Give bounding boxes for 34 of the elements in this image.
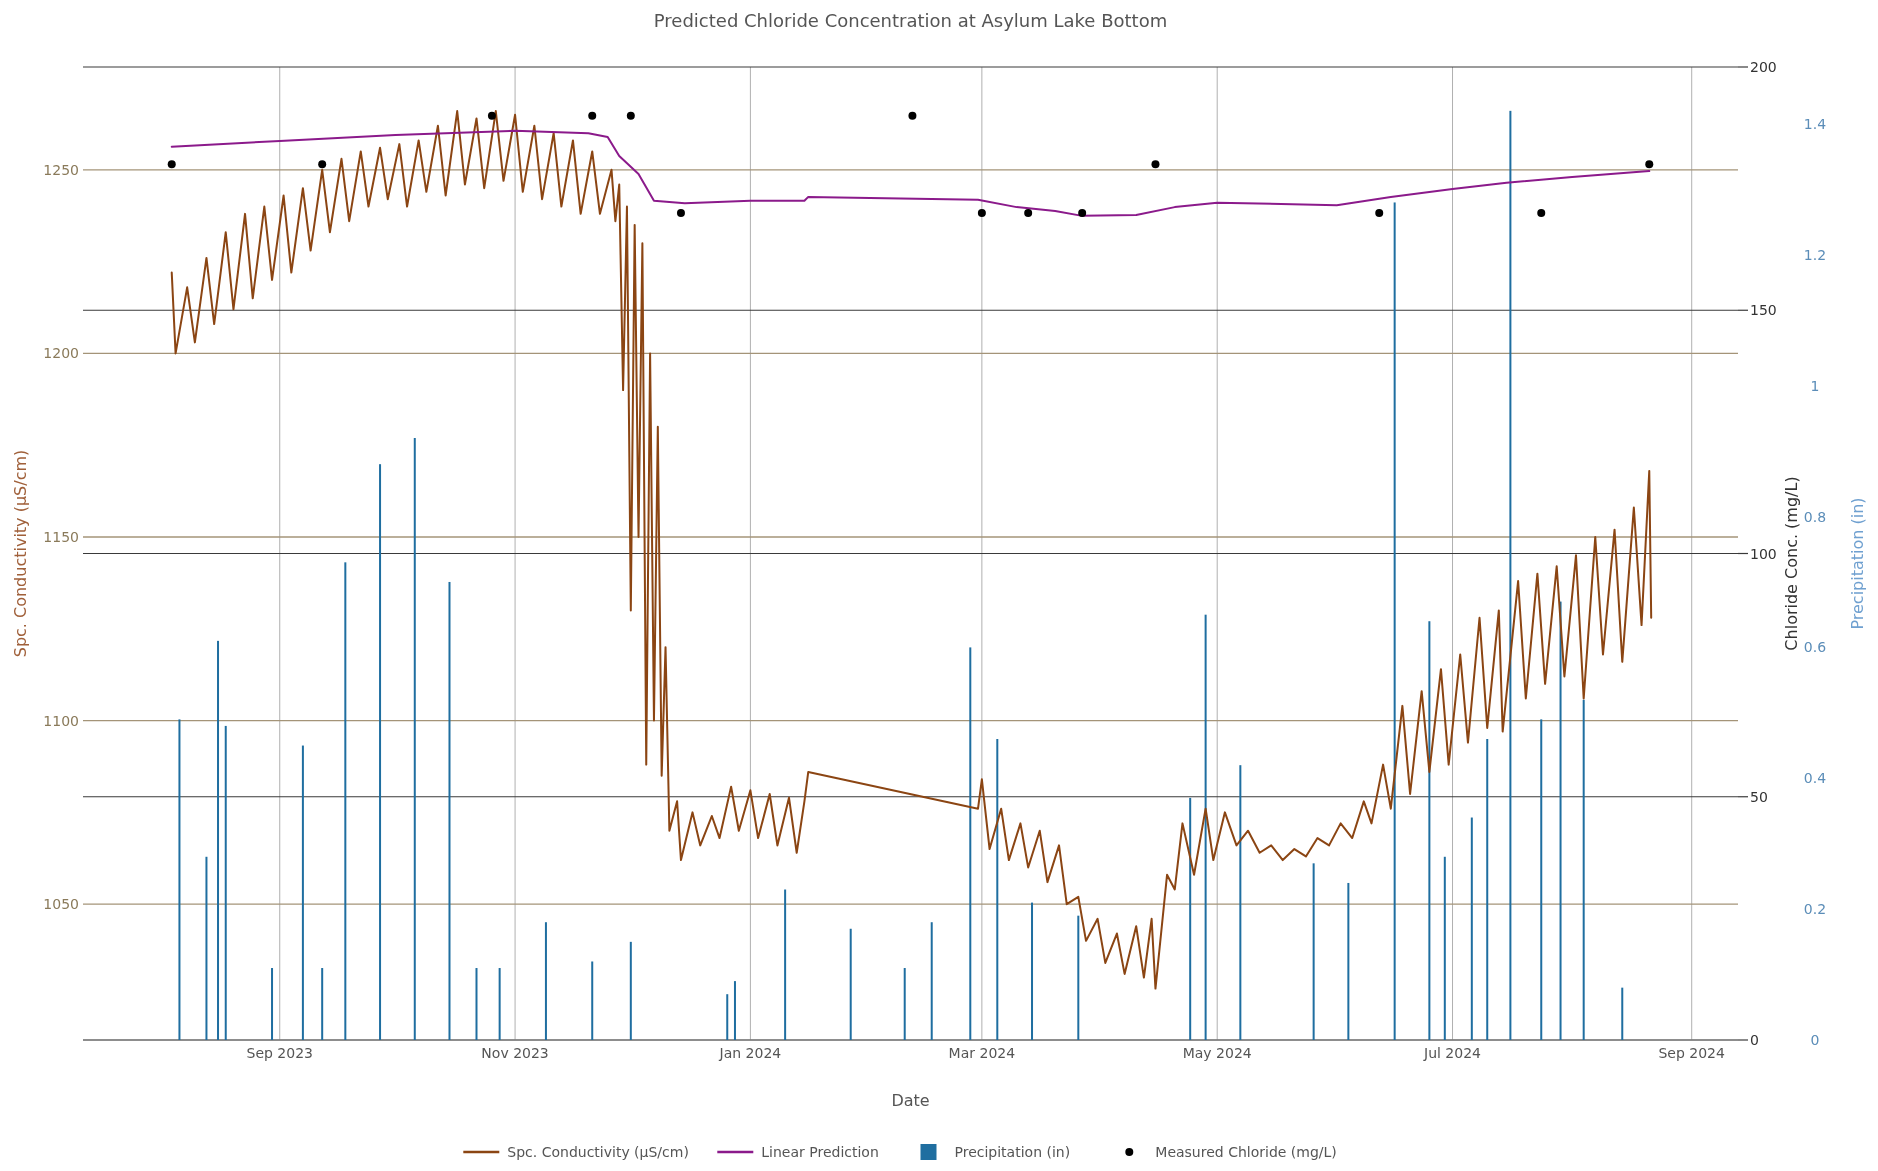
chart-title: Predicted Chloride Concentration at Asylum Lake Bottom	[653, 10, 1168, 31]
y-tick-label: 1150	[43, 528, 79, 545]
y3-tick-label: 1.4	[1803, 115, 1827, 132]
x-tick-label: Jan 2024	[718, 1045, 782, 1061]
legend-label: Linear Prediction	[761, 1144, 879, 1160]
x-tick-label: May 2024	[1182, 1045, 1252, 1061]
x-tick-label: Nov 2023	[481, 1045, 549, 1061]
y2-tick-label: 100	[1750, 545, 1777, 562]
x-tick-label: Mar 2024	[948, 1045, 1016, 1061]
y3-tick-label: 1.2	[1803, 246, 1827, 263]
legend-label: Measured Chloride (mg/L)	[1155, 1144, 1337, 1160]
legend-label: Precipitation (in)	[954, 1144, 1071, 1160]
y-tick-label: 1250	[43, 161, 79, 178]
legend-label: Spc. Conductivity (µS/cm)	[507, 1144, 689, 1160]
y2-tick-label: 150	[1750, 302, 1777, 319]
x-tick-label: Sep 2023	[246, 1045, 313, 1061]
x-tick-label: Jul 2024	[1423, 1045, 1482, 1061]
y2-tick-label: 200	[1750, 59, 1777, 75]
y2-tick-label: 0	[1750, 1032, 1759, 1048]
y-tick-label: 1200	[43, 345, 79, 362]
y-tick-label: 1100	[43, 712, 79, 729]
x-tick-label: Sep 2024	[1658, 1045, 1726, 1061]
y2-tick-label: 50	[1750, 788, 1768, 805]
y3-tick-label: 0	[1810, 1032, 1820, 1048]
y3-tick-label: 0.2	[1803, 901, 1827, 918]
y3-tick-label: 1	[1810, 377, 1820, 394]
y2-axis-title: Chloride Conc. (mg/L)	[1782, 476, 1801, 651]
y3-tick-label: 0.8	[1803, 508, 1827, 525]
y3-axis-title: Precipitation (in)	[1848, 497, 1867, 630]
y3-tick-label: 0.6	[1803, 639, 1827, 656]
y-axis-title: Spc. Conductivity (µS/cm)	[11, 449, 30, 658]
x-axis-title: Date	[891, 1091, 930, 1110]
y3-tick-label: 0.4	[1803, 770, 1827, 787]
y-tick-label: 1050	[43, 896, 79, 913]
